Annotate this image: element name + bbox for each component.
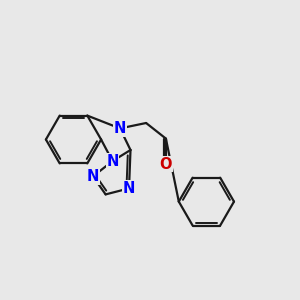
Text: N: N (106, 154, 119, 169)
Text: N: N (123, 181, 135, 196)
Text: N: N (87, 169, 99, 184)
Text: O: O (160, 157, 172, 172)
Text: N: N (114, 121, 126, 136)
